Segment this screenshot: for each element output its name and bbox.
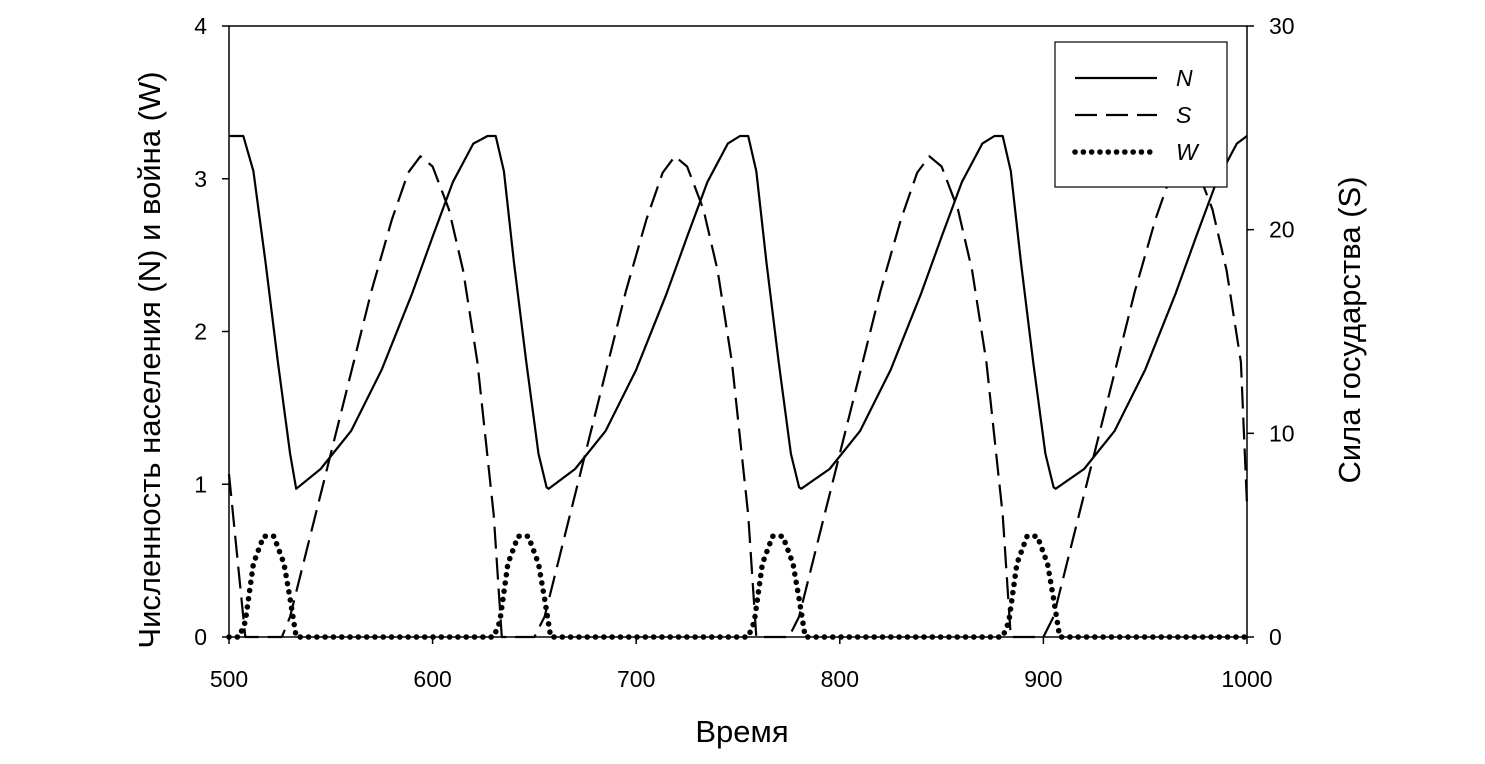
legend-label-W: W [1176,139,1200,165]
y-axis-left-title: Численность населения (N) и война (W) [132,71,167,648]
legend: NSW [1054,41,1228,188]
y-axis-right-title: Сила государства (S) [1332,176,1367,483]
y-right-tick-label: 20 [1269,217,1295,243]
x-tick-label: 1000 [1221,666,1272,692]
y-left-tick-label: 3 [194,166,207,192]
x-tick-label: 500 [210,666,248,692]
y-left-tick-label: 4 [194,13,207,39]
y-axis-right: 0 10 20 30 [1247,13,1295,650]
x-axis: 500 600 700 800 900 1000 [210,637,1273,692]
series-line-N [229,134,1248,490]
series-line-S [227,155,1249,639]
y-left-tick-label: 1 [194,471,207,497]
plot-lines [226,134,1250,640]
y-axis-left: 0 1 2 3 4 [194,13,229,650]
x-tick-label: 700 [617,666,655,692]
y-left-tick-label: 0 [194,624,207,650]
x-tick-label: 900 [1024,666,1062,692]
x-tick-label: 600 [413,666,451,692]
x-axis-title: Время [695,714,788,749]
legend-label-S: S [1176,102,1192,128]
legend-label-N: N [1176,65,1193,91]
x-tick-label: 800 [821,666,859,692]
y-left-tick-label: 2 [194,319,207,345]
y-right-tick-label: 0 [1269,624,1282,650]
y-right-tick-label: 30 [1269,13,1295,39]
y-right-tick-label: 10 [1269,420,1295,446]
series-line-W [226,533,1250,640]
